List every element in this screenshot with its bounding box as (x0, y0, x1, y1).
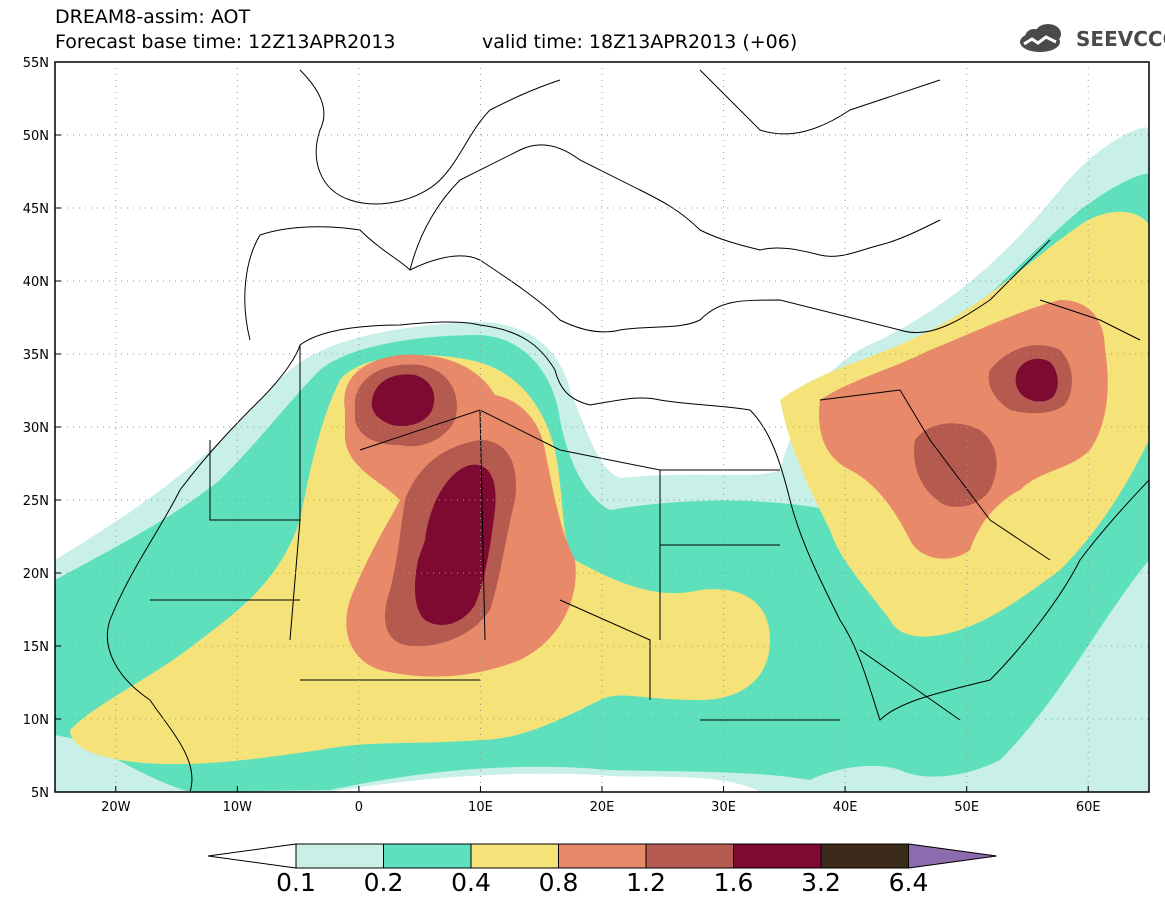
colorbar-label: 6.4 (888, 868, 929, 897)
latitude-axis: 55N 50N 45N 40N 35N 30N 25N 20N 15N 10N 5N (23, 56, 61, 801)
lat-tick-label: 45N (23, 202, 49, 217)
lat-tick-label: 25N (23, 494, 49, 509)
graticule (55, 62, 1149, 792)
colorbar-label: 0.2 (363, 868, 404, 897)
lat-tick-label: 35N (23, 348, 49, 363)
colorbar-label: 0.1 (276, 868, 316, 897)
logo-text: SEEVCCC (1076, 27, 1165, 51)
colorbar-label: 0.4 (451, 868, 491, 897)
lat-tick-label: 20N (23, 567, 49, 582)
lon-tick-label: 20E (590, 800, 615, 815)
colorbar-label: 0.8 (538, 868, 579, 897)
colorbar-high-arrow (908, 843, 997, 869)
colorbar (207, 843, 997, 869)
lat-tick-label: 30N (23, 421, 49, 436)
colorbar-label: 3.2 (801, 868, 841, 897)
base-time: Forecast base time: 12Z13APR2013 (55, 31, 396, 53)
colorbar-label: 1.6 (713, 868, 754, 897)
lat-tick-label: 5N (31, 786, 49, 801)
lon-tick-label: 10W (223, 800, 253, 815)
map-title: DREAM8-assim: AOT (55, 6, 251, 28)
aot-band-0.4 (70, 211, 1149, 765)
lat-tick-label: 55N (23, 56, 49, 71)
lon-tick-label: 20W (101, 800, 131, 815)
lat-tick-label: 50N (23, 129, 49, 144)
aot-band-1.6 (371, 358, 1058, 625)
lon-tick-label: 10E (468, 800, 493, 815)
lon-tick-label: 40E (833, 800, 858, 815)
colorbar-swatch (295, 843, 384, 869)
colorbar-swatch (820, 843, 909, 869)
longitude-axis: 20W 10W 0 10E 20E 30E 40E 50E 60E (101, 786, 1101, 815)
colorbar-swatch (470, 843, 559, 869)
colorbar-swatch (645, 843, 734, 869)
colorbar-swatch (383, 843, 472, 869)
colorbar-swatch (558, 843, 647, 869)
valid-time: valid time: 18Z13APR2013 (+06) (482, 31, 798, 53)
lat-tick-label: 15N (23, 640, 49, 655)
colorbar-low-arrow (207, 843, 297, 869)
lon-tick-label: 50E (954, 800, 979, 815)
lon-tick-label: 30E (711, 800, 736, 815)
lat-tick-label: 10N (23, 713, 49, 728)
cloud-icon (1020, 24, 1061, 52)
lat-tick-label: 40N (23, 275, 49, 290)
colorbar-swatch (733, 843, 822, 869)
aot-band-0.8 (344, 300, 1108, 677)
lon-tick-label: 60E (1076, 800, 1101, 815)
aot-fields (55, 127, 1149, 792)
lon-tick-label: 0 (355, 800, 363, 815)
colorbar-label: 1.2 (626, 868, 666, 897)
